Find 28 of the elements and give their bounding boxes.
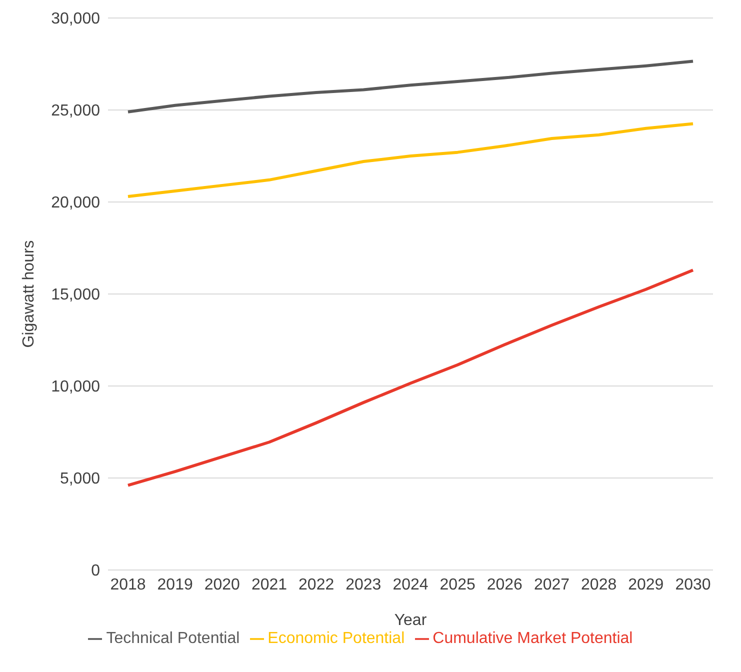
y-tick-label: 5,000 [60, 470, 100, 488]
x-axis-title: Year [394, 612, 428, 629]
y-tick-label: 15,000 [51, 286, 100, 304]
x-tick-label: 2028 [581, 576, 617, 594]
x-tick-label: 2019 [157, 576, 193, 594]
line-series [126, 268, 694, 487]
y-tick-label: 20,000 [51, 194, 100, 212]
x-tick-label: 2018 [110, 576, 146, 594]
y-tick-label: 10,000 [51, 378, 100, 396]
y-tick-label: 0 [91, 562, 100, 580]
x-tick-label: 2025 [440, 576, 476, 594]
y-axis-title: Gigawatt hours [20, 240, 38, 348]
x-tick-label: 2023 [346, 576, 382, 594]
x-tick-label: 2026 [486, 576, 523, 594]
line-series [126, 60, 694, 114]
legend-label: Technical Potential [106, 630, 240, 647]
line-series [126, 122, 694, 198]
x-tick-label: 2022 [298, 576, 334, 594]
y-tick-label: 30,000 [51, 10, 100, 28]
x-tick-label: 2030 [675, 576, 711, 594]
x-tick-label: 2024 [392, 576, 428, 594]
x-tick-label: 2029 [628, 576, 664, 594]
y-tick-label: 25,000 [51, 102, 100, 120]
x-tick-label: 2020 [204, 576, 240, 594]
legend-label: Economic Potential [268, 630, 405, 647]
legend-label: Cumulative Market Potential [432, 630, 633, 647]
x-tick-label: 2027 [534, 576, 570, 594]
x-tick-label: 2021 [251, 576, 288, 594]
